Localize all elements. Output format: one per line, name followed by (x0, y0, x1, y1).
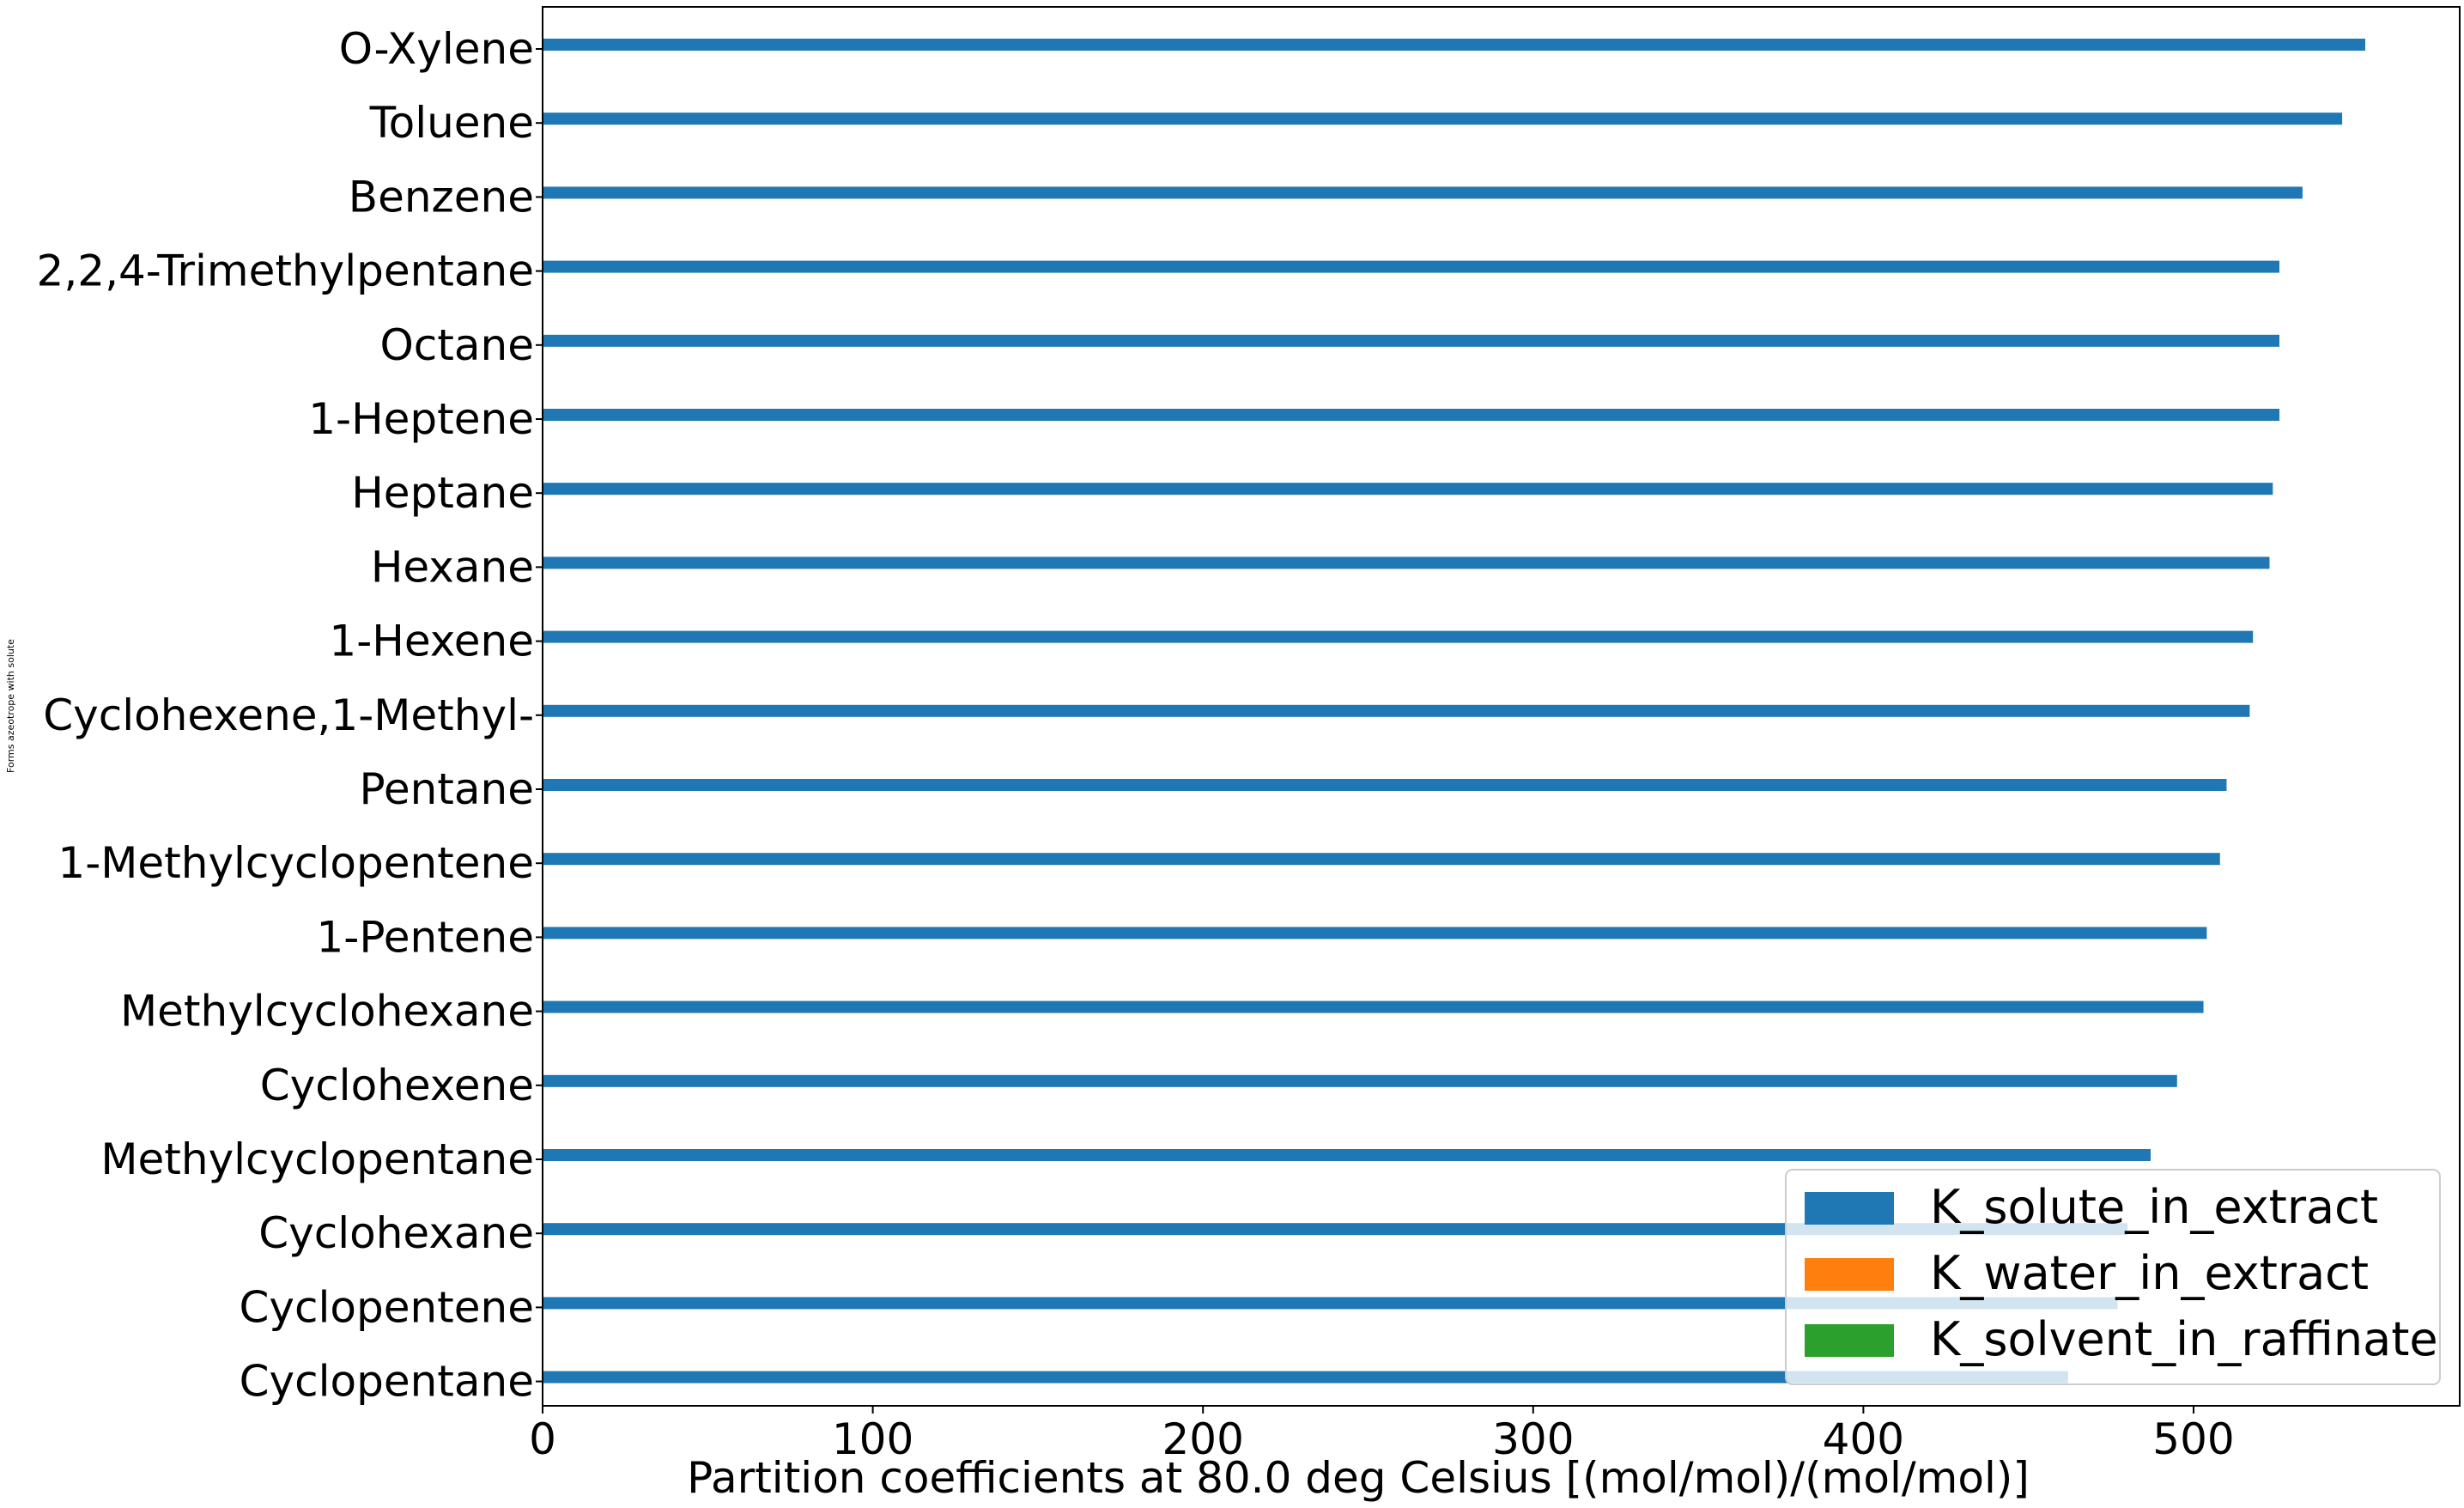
bar-k-solute-in-extract (543, 704, 2250, 717)
legend-label: K_water_in_extract (1930, 1246, 2369, 1300)
bar-k-solute-in-extract (543, 1223, 2128, 1236)
bar-k-solute-in-extract (543, 409, 2279, 421)
bar-k-solute-in-extract (543, 927, 2207, 939)
x-tick-label: 200 (1162, 1414, 1243, 1464)
legend-swatch (1805, 1258, 1894, 1291)
y-tick-label: Heptane (351, 468, 534, 518)
bar-k-solute-in-extract (543, 260, 2279, 273)
x-tick-label: 300 (1492, 1414, 1574, 1464)
legend-swatch (1805, 1324, 1894, 1357)
bar-k-solute-in-extract (543, 556, 2270, 569)
legend-swatch (1805, 1192, 1894, 1225)
plot-frame (542, 6, 2461, 1407)
bar-k-solute-in-extract (543, 1149, 2151, 1161)
legend-label: K_solvent_in_raffinate (1930, 1312, 2438, 1366)
bar-k-solute-in-extract (543, 39, 2365, 51)
legend-box (1785, 1169, 2441, 1385)
y-tick-label: Benzene (349, 172, 534, 222)
bar-k-solute-in-extract (543, 853, 2220, 866)
y-tick-label: 1-Heptene (308, 394, 534, 444)
bar-k-solute-in-extract (543, 1297, 2118, 1310)
y-tick-label: Methylcyclohexane (120, 987, 534, 1037)
y-tick-label: O-Xylene (339, 24, 534, 74)
y-tick-label: Cyclohexene (260, 1061, 534, 1110)
y-tick-label: 1-Hexene (329, 617, 534, 666)
x-tick-label: 0 (529, 1414, 556, 1464)
y-tick-label: Toluene (369, 98, 534, 148)
x-tick-label: 500 (2152, 1414, 2234, 1464)
y-tick-label: Methylcyclopentane (100, 1134, 534, 1184)
bars-group (543, 39, 2365, 1383)
y-tick-label: 1-Pentene (317, 912, 535, 962)
y-tick-label: Pentane (359, 764, 534, 814)
bar-k-solute-in-extract (543, 483, 2273, 496)
y-tick-label: Cyclopentane (240, 1357, 534, 1407)
y-tick-label: Cyclopentene (240, 1282, 534, 1332)
y-tick-label: 2,2,4-Trimethylpentane (37, 246, 534, 296)
bar-k-solute-in-extract (543, 1000, 2204, 1013)
legend: K_solute_in_extract K_water_in_extract K… (1785, 1169, 2441, 1385)
x-axis-label: Partition coefficients at 80.0 deg Celsi… (687, 1453, 2030, 1503)
bar-k-solute-in-extract (543, 112, 2343, 125)
bar-k-solute-in-extract (543, 186, 2303, 199)
bar-k-solute-in-extract (543, 1074, 2177, 1087)
y-tick-label: Cyclohexene,1-Methyl- (43, 690, 534, 740)
y-tick-label: Octane (379, 320, 534, 370)
x-tick-label: 400 (1823, 1414, 1904, 1464)
bar-k-solute-in-extract (543, 334, 2279, 347)
y-axis-label: Forms azeotrope with solute (5, 639, 16, 773)
x-tick-label: 100 (832, 1414, 913, 1464)
x-ticks-group: 0 100 200 300 400 500 (529, 1406, 2235, 1464)
legend-label: K_solute_in_extract (1930, 1180, 2378, 1234)
y-tick-label: Cyclohexane (258, 1208, 534, 1258)
y-tick-label: 1-Methylcyclopentene (58, 838, 534, 888)
bar-k-solute-in-extract (543, 1371, 2068, 1383)
y-tick-label: Hexane (371, 542, 534, 592)
y-ticks-group: O-Xylene Toluene Benzene 2,2,4-Trimethylpen… (37, 24, 543, 1407)
bar-k-solute-in-extract (543, 630, 2254, 643)
bar-k-solute-in-extract (543, 779, 2227, 791)
